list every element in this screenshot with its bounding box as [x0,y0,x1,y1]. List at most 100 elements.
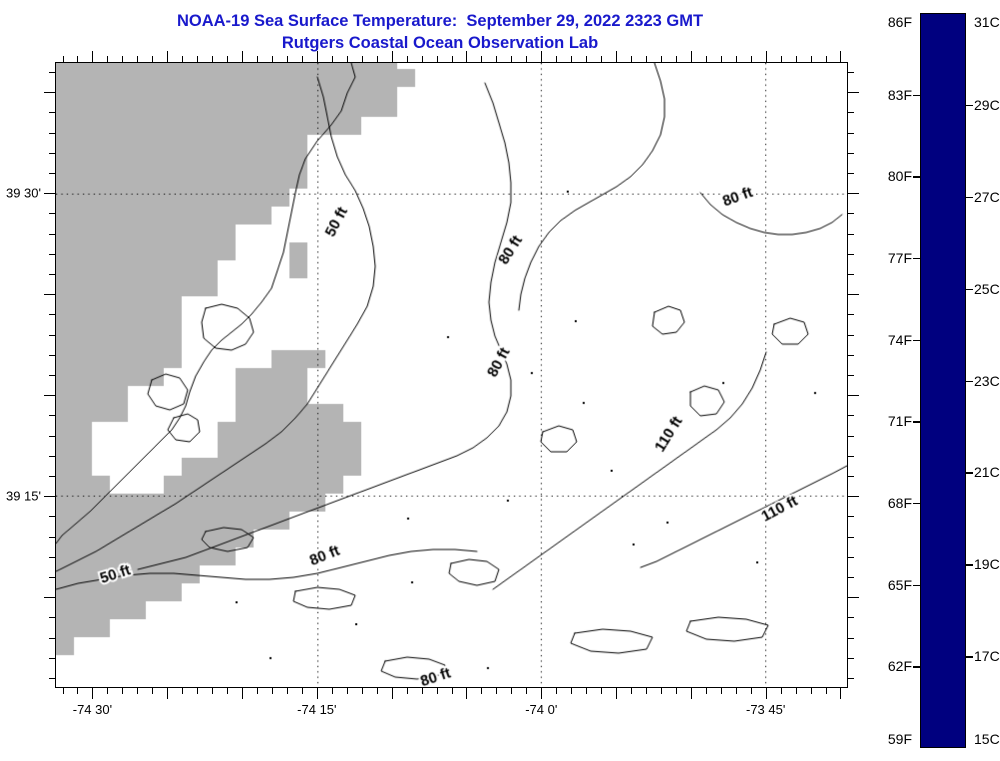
axis-tick [848,132,854,134]
axis-tick [361,688,363,694]
axis-tick [750,688,752,694]
colorbar-label-celsius: 23C [974,372,1000,389]
axis-tick [44,92,55,94]
x-axis-label: -74 0' [525,702,558,717]
colorbar-tick-fahrenheit [913,176,920,178]
axis-tick [376,688,378,694]
colorbar-label-fahrenheit: 59F [887,731,912,747]
axis-tick [541,688,543,699]
title-line-secondary: Rutgers Coastal Ocean Observation Lab [281,34,599,52]
colorbar-tick-celsius [966,288,973,291]
axis-tick [795,688,797,694]
axis-tick [848,233,854,235]
axis-tick [848,334,854,336]
temperature-colorbar[interactable] [920,13,966,748]
axis-tick [848,354,854,356]
axis-tick [735,688,737,694]
axis-tick [848,375,854,376]
axis-tick [44,496,55,498]
axis-tick [167,688,169,699]
axis-tick [848,173,854,175]
x-axis-ticks-bottom [55,688,848,700]
x-axis-label: -74 30' [72,702,113,717]
axis-tick [848,617,854,619]
axis-tick [571,688,573,694]
colorbar-label-celsius: 15C [974,731,1000,747]
colorbar-label-fahrenheit: 62F [887,658,912,675]
axis-tick [848,556,854,558]
colorbar-tick-celsius [966,380,973,382]
axis-tick [848,152,854,154]
colorbar-label-fahrenheit: 65F [887,576,912,593]
axis-tick [848,657,854,659]
x-axis-label: -74 15' [297,702,337,717]
axis-tick [496,688,498,694]
axis-tick [107,688,109,694]
colorbar-tick-fahrenheit [913,94,920,97]
axis-tick [92,688,94,699]
axis-tick [556,688,558,694]
colorbar-label-celsius: 19C [974,556,1000,573]
axis-tick [451,688,453,694]
colorbar-tick-fahrenheit [913,584,920,587]
axis-tick [660,688,662,694]
colorbar-tick-fahrenheit [913,503,920,505]
colorbar-label-celsius: 29C [974,96,1000,113]
axis-tick [720,688,722,694]
y-axis-label: 39 30' [5,185,41,201]
axis-tick [848,576,854,578]
axis-tick [848,274,854,276]
axis-tick [848,536,854,538]
axis-tick [44,597,55,599]
colorbar-label-celsius: 25C [974,280,1000,297]
x-axis-label: -73 45' [746,702,786,717]
axis-tick [137,688,139,694]
axis-tick [848,92,859,94]
axis-tick [122,688,124,694]
colorbar-label-fahrenheit: 74F [887,331,912,348]
axis-tick [331,688,333,694]
axis-tick [391,688,393,699]
axis-tick [257,688,258,694]
axis-tick [825,688,827,694]
axis-tick [848,294,859,296]
axis-tick [848,597,859,599]
axis-tick [780,688,782,694]
axis-tick [152,688,154,694]
chart-title: NOAA-19 Sea Surface Temperature: Septemb… [0,10,880,54]
colorbar-label-celsius: 17C [974,648,1000,665]
axis-tick [182,688,184,694]
sst-map-canvas[interactable] [56,63,847,687]
colorbar-tick-celsius [966,196,973,199]
axis-tick [848,213,854,215]
colorbar-tick-fahrenheit [913,421,920,423]
axis-tick [511,688,513,694]
axis-tick [616,688,618,699]
axis-tick [77,688,79,694]
axis-tick [840,688,842,699]
axis-tick [44,395,55,397]
axis-tick [848,455,854,457]
axis-tick [848,677,854,679]
axis-tick [227,688,229,694]
colorbar-tick-fahrenheit [913,339,920,342]
axis-tick [271,688,273,694]
colorbar-tick-fahrenheit [913,666,920,668]
axis-tick [421,688,423,694]
colorbar-label-fahrenheit: 71F [887,413,912,430]
axis-tick [586,688,588,694]
axis-tick [848,435,854,437]
colorbar-label-fahrenheit: 68F [887,495,912,511]
colorbar-label-fahrenheit: 86F [887,14,912,30]
map-plot-area[interactable] [55,62,848,688]
axis-tick [848,496,859,498]
y-axis-ticks-left [43,62,55,688]
axis-tick [848,415,854,417]
axis-tick [631,688,633,694]
axis-tick [705,688,707,694]
y-axis-ticks-right [848,62,860,688]
axis-tick [675,688,677,694]
axis-tick [62,688,64,694]
axis-tick [197,688,199,694]
axis-tick [242,688,244,699]
